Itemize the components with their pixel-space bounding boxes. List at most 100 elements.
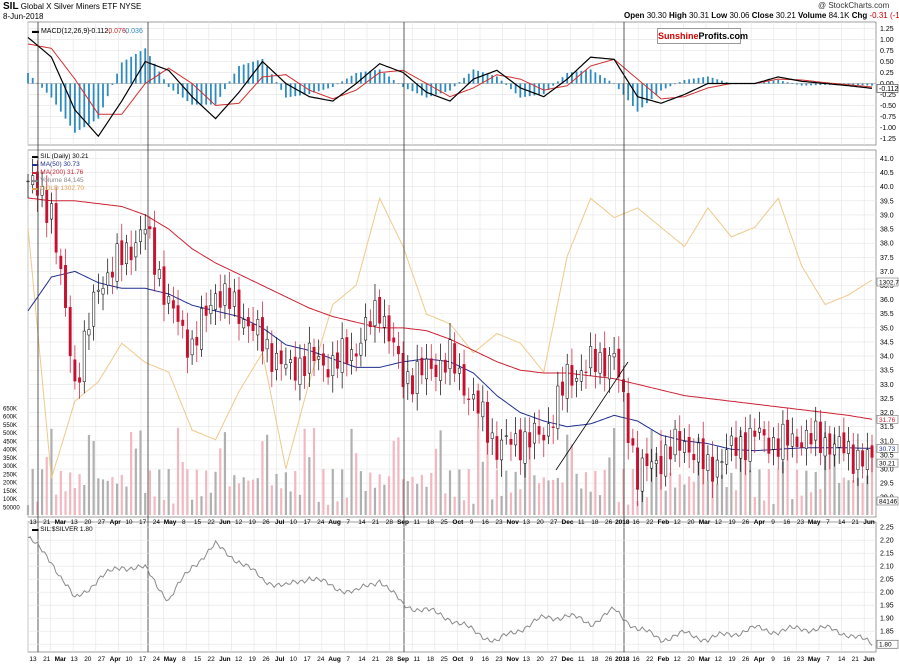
- volume-bar: [688, 476, 691, 515]
- candle-body: [453, 343, 457, 374]
- volume-bar: [78, 474, 81, 515]
- candle-body: [87, 329, 91, 336]
- volume-y-tick-label: 650K: [3, 407, 17, 413]
- macd-histogram-bar: [678, 82, 681, 84]
- x-axis-tick-label-bottom: 24: [317, 656, 325, 663]
- volume-bar: [870, 444, 874, 515]
- candle-body: [68, 307, 72, 357]
- x-axis-tick-label: Sep: [397, 519, 409, 526]
- x-axis-tick-label-bottom: 18: [427, 656, 435, 663]
- x-axis-tick-label-bottom: 13: [523, 656, 531, 663]
- x-axis-tick-label: 12: [715, 519, 723, 526]
- volume-bar: [130, 431, 133, 515]
- macd-y-tick-label: 0.75: [880, 48, 894, 55]
- macd-histogram-bar: [195, 83, 198, 105]
- candle-body: [622, 379, 625, 393]
- x-axis-tick-label-bottom: May: [164, 656, 177, 663]
- volume-bar: [833, 434, 836, 515]
- high-value: 30.31: [688, 11, 709, 20]
- volume-bar: [115, 483, 119, 515]
- x-axis-tick-label-bottom: 10: [290, 656, 298, 663]
- candle-body: [809, 433, 813, 445]
- candle-body: [284, 364, 288, 369]
- volume-bar: [561, 482, 564, 515]
- macd-histogram-bar: [45, 83, 48, 93]
- macd-histogram-bar: [144, 48, 147, 84]
- macd-histogram-bar: [571, 72, 573, 84]
- volume-bar: [467, 469, 470, 515]
- macd-histogram-bar: [495, 76, 498, 84]
- candle-body: [425, 358, 429, 380]
- macd-histogram-bar: [299, 83, 301, 96]
- macd-histogram-bar: [303, 83, 306, 95]
- x-axis-tick-label-bottom: 9: [470, 656, 474, 663]
- macd-histogram-bar: [641, 83, 644, 108]
- candle-body: [509, 438, 513, 445]
- x-axis-tick-label: Apr: [110, 519, 122, 526]
- price-y-tick-label: 32.0: [880, 410, 894, 417]
- macd-histogram-bar: [275, 82, 278, 84]
- candle-body: [162, 266, 166, 305]
- macd-histogram-bar: [472, 69, 475, 84]
- candle-body: [528, 432, 532, 448]
- macd-histogram-bar: [191, 83, 194, 105]
- copyright[interactable]: @ StockCharts.com: [818, 1, 890, 10]
- macd-histogram-bar: [102, 83, 104, 108]
- x-axis-tick-label-bottom: 27: [550, 656, 558, 663]
- candle-body: [786, 419, 790, 446]
- volume-bar: [842, 477, 845, 515]
- macd-histogram-bar: [510, 83, 512, 90]
- candle-body: [232, 291, 236, 307]
- macd-histogram-bar: [420, 83, 423, 96]
- volume-bar: [434, 448, 438, 515]
- candle-body: [298, 357, 302, 385]
- change-value: -0.31 (-1.02%): [869, 11, 899, 20]
- macd-histogram-bar: [791, 83, 794, 84]
- x-axis-tick-label-bottom: Sep: [397, 656, 409, 663]
- candle-body: [392, 337, 396, 343]
- candle-body: [828, 433, 832, 455]
- trend-line: [555, 361, 629, 471]
- candle-body: [396, 345, 400, 355]
- volume-bar: [153, 496, 156, 515]
- volume-y-tick-label: 250K: [3, 472, 17, 478]
- gold-marker-box: [876, 277, 899, 287]
- volume-bar: [120, 474, 123, 515]
- x-axis-tick-label-bottom: 20: [536, 656, 544, 663]
- macd-histogram-bar: [847, 83, 850, 85]
- ratio-y-tick-label: 2.00: [880, 590, 894, 597]
- macd-histogram-bar: [130, 56, 133, 84]
- macd-histogram-bar: [374, 70, 376, 84]
- symbol: SIL: [3, 1, 19, 12]
- price-marker-label: 30.21: [879, 461, 896, 468]
- x-axis-tick-label-bottom: 19: [728, 656, 736, 663]
- x-axis-tick-label: 17: [303, 519, 311, 526]
- macd-histogram-bar: [289, 83, 292, 97]
- volume-bar: [828, 444, 831, 515]
- price-y-tick-label: 38.5: [880, 227, 894, 234]
- macd-histogram-bar: [256, 60, 259, 84]
- close-value: 30.21: [775, 11, 796, 20]
- x-axis-tick-label: 27: [550, 519, 558, 526]
- candle-body: [190, 338, 194, 356]
- volume-bar: [26, 505, 30, 515]
- x-axis-tick-label: 22: [646, 519, 654, 526]
- macd-histogram-bar: [322, 83, 325, 90]
- x-axis-tick-label-bottom: Oct: [452, 656, 464, 663]
- macd-histogram-bar: [599, 75, 601, 84]
- volume-bar: [505, 470, 508, 515]
- volume-bar: [734, 490, 738, 515]
- candle-body: [739, 436, 743, 459]
- candle-body: [476, 390, 480, 414]
- volume-bar: [251, 479, 255, 515]
- x-axis-tick-label-bottom: Nov: [507, 656, 520, 663]
- volume-bar: [603, 469, 606, 515]
- candle-body: [837, 436, 841, 448]
- candle-body: [204, 305, 208, 316]
- candle-body: [101, 288, 105, 295]
- candle-body: [645, 453, 649, 467]
- x-axis-tick-label-bottom: Mar: [699, 656, 711, 663]
- volume-y-tick-label: 150K: [3, 489, 17, 495]
- volume-bar: [298, 494, 302, 515]
- candle-body: [354, 353, 358, 357]
